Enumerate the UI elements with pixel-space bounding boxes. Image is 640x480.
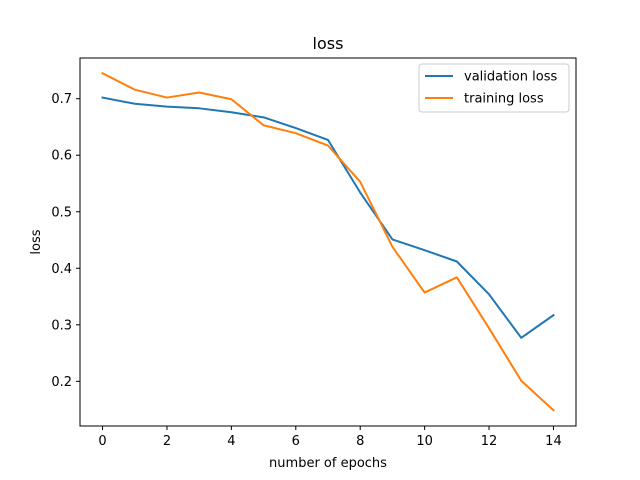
y-tick-label: 0.7 bbox=[51, 92, 72, 107]
series-lines bbox=[101, 71, 555, 412]
y-axis-title: loss bbox=[29, 229, 44, 254]
y-tick-label: 0.3 bbox=[51, 318, 72, 333]
series-line-2 bbox=[101, 71, 555, 412]
legend-label: validation loss bbox=[464, 70, 557, 85]
legend-label: training loss bbox=[464, 92, 544, 107]
y-axis-ticks: 0.2 0.3 0.4 0.5 0.6 0.7 bbox=[51, 92, 80, 390]
x-tick-label: 2 bbox=[163, 434, 171, 449]
x-tick-label: 10 bbox=[416, 434, 433, 449]
legend: validation loss training loss bbox=[418, 63, 570, 113]
x-tick-label: 4 bbox=[227, 434, 235, 449]
x-tick-label: 6 bbox=[292, 434, 300, 449]
x-axis-ticks: 0 2 4 6 8 10 12 14 bbox=[98, 426, 562, 449]
series-line-1 bbox=[101, 96, 555, 339]
y-tick-label: 0.5 bbox=[51, 205, 72, 220]
legend-box bbox=[418, 63, 570, 113]
x-axis-title: number of epochs bbox=[269, 456, 387, 471]
x-tick-label: 12 bbox=[481, 434, 498, 449]
x-tick-label: 14 bbox=[545, 434, 562, 449]
y-tick-label: 0.6 bbox=[51, 149, 72, 164]
y-tick-label: 0.4 bbox=[51, 262, 72, 277]
x-tick-label: 0 bbox=[98, 434, 106, 449]
x-tick-label: 8 bbox=[356, 434, 364, 449]
chart-title: loss bbox=[313, 34, 344, 53]
plot-frame bbox=[79, 57, 577, 427]
y-tick-label: 0.2 bbox=[51, 375, 72, 390]
